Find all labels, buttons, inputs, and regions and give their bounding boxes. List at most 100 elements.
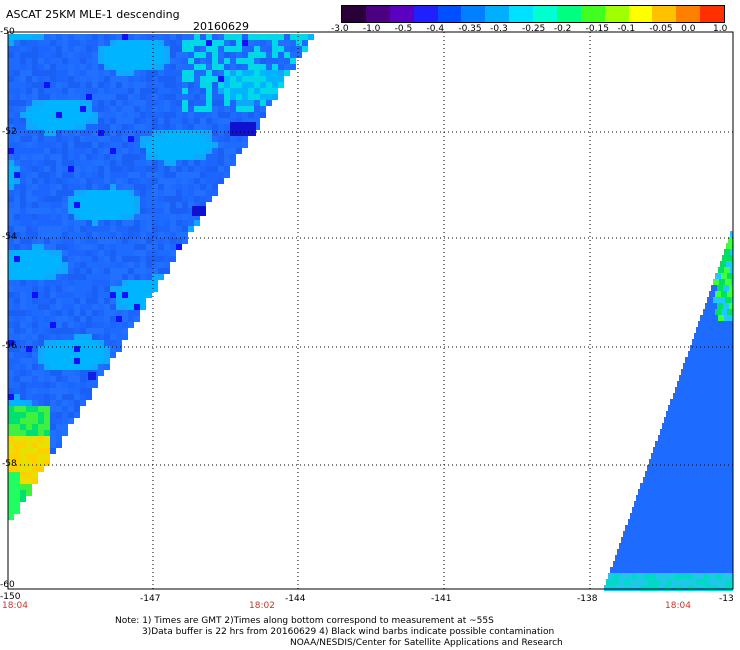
swath-cell — [26, 328, 32, 334]
swath-cell — [20, 70, 26, 76]
swath-cell — [26, 304, 32, 310]
colorbar-segment — [342, 6, 366, 22]
swath-cell — [8, 136, 14, 142]
swath-cell — [38, 412, 44, 418]
swath-cell — [50, 226, 56, 232]
swath-cell — [140, 280, 146, 286]
swath-cell — [110, 214, 116, 220]
swath-cell — [206, 52, 212, 58]
swath-cell — [666, 411, 672, 417]
swath-cell — [715, 561, 721, 567]
swath-cell — [254, 34, 260, 40]
swath-cell — [68, 220, 74, 226]
swath-cell — [20, 418, 26, 424]
swath-cell — [170, 124, 176, 130]
swath-cell — [715, 525, 721, 531]
swath-cell — [206, 100, 212, 106]
swath-cell — [44, 46, 50, 52]
swath-cell — [32, 334, 38, 340]
swath-cell — [92, 94, 98, 100]
swath-cell — [80, 118, 86, 124]
swath-cell — [104, 220, 110, 226]
swath-cell — [14, 214, 20, 220]
swath-cell — [8, 478, 14, 484]
swath-cell — [224, 46, 230, 52]
swath-cell — [164, 262, 170, 268]
swath-cell — [723, 453, 729, 459]
swath-cell — [646, 483, 652, 489]
swath-cell — [236, 40, 242, 46]
swath-cell — [74, 322, 80, 328]
swath-cell — [680, 489, 686, 495]
swath-cell — [20, 370, 26, 376]
swath-cell — [230, 160, 236, 166]
swath-cell — [92, 214, 98, 220]
colorbar-segment — [437, 6, 462, 22]
swath-cell — [92, 256, 98, 262]
swath-cell — [44, 40, 50, 46]
swath-cell — [44, 394, 50, 400]
swath-cell — [98, 238, 104, 244]
swath-cell — [188, 112, 194, 118]
swath-cell — [38, 448, 44, 454]
lon-label-144: -144 — [285, 594, 306, 604]
swath-cell — [44, 82, 50, 88]
swath-cell — [713, 465, 719, 471]
swath-cell — [62, 196, 68, 202]
swath-cell — [86, 148, 92, 154]
swath-cell — [640, 567, 646, 573]
swath-cell — [44, 130, 50, 136]
swath-cell — [56, 244, 62, 250]
swath-cell — [128, 106, 134, 112]
swath-cell — [718, 501, 724, 507]
swath-cell — [164, 196, 170, 202]
swath-cell — [646, 585, 652, 591]
swath-cell — [14, 502, 20, 508]
swath-cell — [134, 214, 140, 220]
swath-cell — [224, 94, 230, 100]
swath-cell — [26, 214, 32, 220]
swath-cell — [14, 346, 20, 352]
swath-cell — [706, 519, 712, 525]
swath-cell — [68, 94, 74, 100]
swath-cell — [80, 292, 86, 298]
swath-cell — [690, 513, 696, 519]
swath-cell — [14, 286, 20, 292]
swath-cell — [641, 549, 647, 555]
swath-cell — [719, 363, 725, 369]
swath-cell — [687, 471, 693, 477]
swath-cell — [8, 388, 14, 394]
swath-cell — [68, 190, 74, 196]
swath-cell — [38, 178, 44, 184]
swath-cell — [710, 339, 716, 345]
swath-cell — [648, 513, 654, 519]
swath-cell — [673, 441, 679, 447]
swath-cell — [80, 172, 86, 178]
swath-cell — [26, 286, 32, 292]
swath-cell — [694, 351, 700, 357]
swath-cell — [68, 370, 74, 376]
swath-cell — [68, 184, 74, 190]
swath-cell — [44, 88, 50, 94]
swath-cell — [50, 124, 56, 130]
swath-cell — [122, 52, 128, 58]
swath-cell — [38, 238, 44, 244]
swath-cell — [104, 106, 110, 112]
swath-cell — [664, 483, 670, 489]
swath-cell — [638, 489, 644, 495]
swath-cell — [685, 459, 691, 465]
swath-cell — [26, 256, 32, 262]
swath-cell — [62, 238, 68, 244]
swath-cell — [686, 573, 692, 579]
swath-cell — [702, 579, 708, 585]
swath-cell — [164, 76, 170, 82]
swath-cell — [218, 76, 224, 82]
swath-cell — [707, 297, 713, 303]
swath-cell — [701, 363, 707, 369]
swath-cell — [188, 100, 194, 106]
swath-cell — [14, 382, 20, 388]
swath-cell — [694, 501, 700, 507]
swath-cell — [14, 256, 20, 262]
swath-cell — [110, 112, 116, 118]
swath-cell — [686, 423, 692, 429]
